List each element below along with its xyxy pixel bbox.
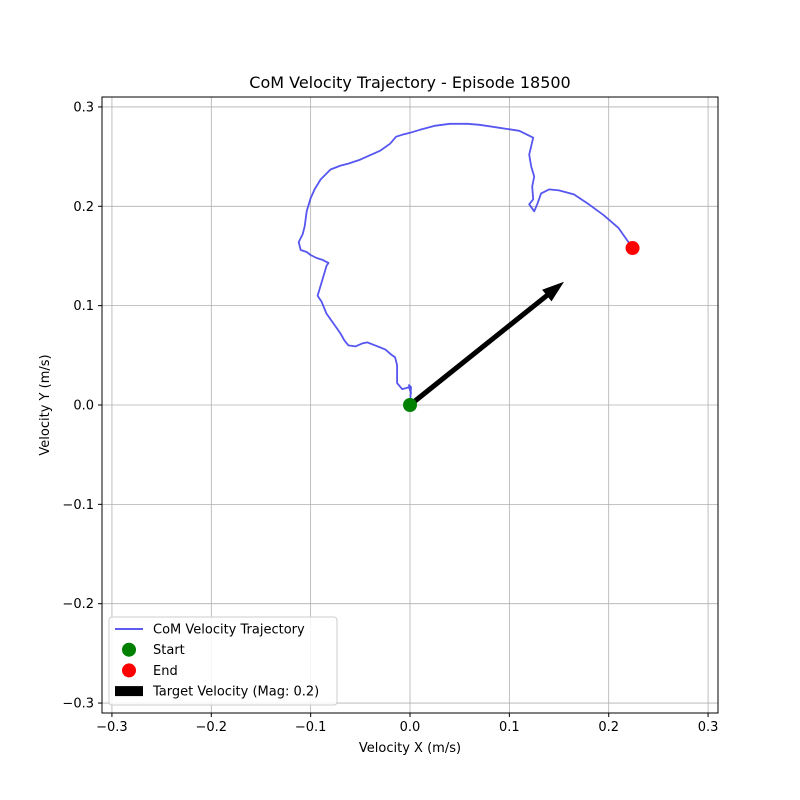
trajectory-line: [297, 122, 634, 406]
y-tick-label: 0.0: [73, 399, 94, 414]
y-tick-label: 0.3: [73, 100, 94, 115]
legend-box: [108, 616, 338, 706]
y-tick-label: 0.1: [73, 299, 94, 314]
legend-label: Target Velocity (Mag: 0.2): [152, 685, 319, 700]
x-tick-label: 0.1: [499, 720, 520, 735]
start-marker: [403, 398, 417, 412]
chart-title: CoM Velocity Trajectory - Episode 18500: [249, 73, 570, 92]
x-tick-label: −0.2: [196, 720, 228, 735]
y-axis-label: Velocity Y (m/s): [38, 354, 53, 455]
legend-swatch-marker: [122, 642, 136, 657]
x-tick-label: −0.3: [96, 720, 128, 735]
x-axis-label: Velocity X (m/s): [359, 741, 461, 756]
legend-label: Start: [153, 643, 185, 658]
legend-label: CoM Velocity Trajectory: [153, 623, 305, 638]
plot-marks: [297, 122, 640, 412]
y-tick-label: −0.3: [62, 697, 94, 712]
y-tick-label: −0.2: [62, 597, 94, 612]
end-marker: [625, 241, 640, 256]
x-tick-label: −0.1: [295, 720, 327, 735]
legend-swatch-marker: [122, 663, 136, 678]
x-tick-label: 0.0: [400, 720, 421, 735]
legend: CoM Velocity Trajectory Start End Target Ve…: [108, 616, 338, 706]
y-tick-label: 0.2: [73, 200, 94, 215]
legend-swatch-arrow: [115, 686, 143, 697]
x-tick-label: 0.3: [698, 720, 719, 735]
axis-ticks: −0.3 −0.2 −0.1 0.0 0.1 0.2 0.3 −0.3 −0.2 −0.1 0.0 0…: [62, 100, 718, 735]
x-tick-label: 0.2: [598, 720, 619, 735]
y-tick-label: −0.1: [62, 498, 94, 513]
target-velocity-arrow: [408, 281, 564, 407]
legend-label: End: [153, 664, 178, 679]
